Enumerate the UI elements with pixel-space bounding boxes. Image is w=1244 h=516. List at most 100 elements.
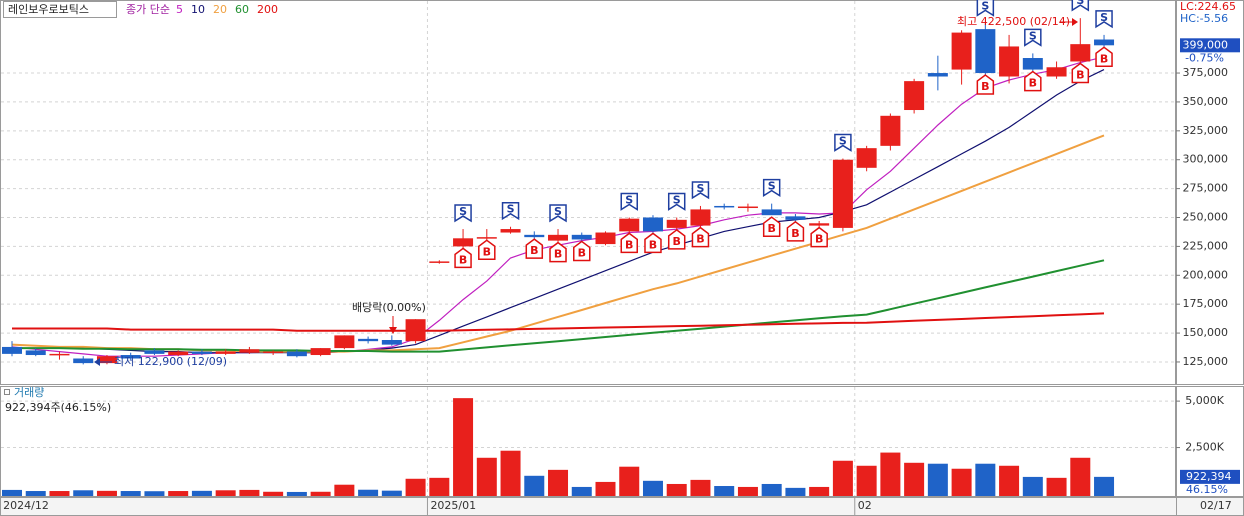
volume-bar xyxy=(25,491,46,496)
low-annotation: 최저 122,900 (12/09) xyxy=(114,355,227,368)
candle-body xyxy=(666,219,687,228)
buy-signal xyxy=(786,220,805,242)
low-arrow-head xyxy=(94,358,100,366)
volume-bar xyxy=(2,489,22,496)
candle-body xyxy=(381,340,402,345)
sell-signal-label: S xyxy=(981,0,989,12)
stock-name-box[interactable] xyxy=(3,1,117,18)
y-tick-label: 5,000K xyxy=(1185,394,1224,407)
sell-signal-label: S xyxy=(625,194,633,207)
volume-bar xyxy=(500,450,521,496)
volume-bar xyxy=(1070,457,1091,496)
sell-signal xyxy=(1095,10,1113,29)
sell-signal xyxy=(976,0,995,17)
candle-body xyxy=(927,73,948,77)
sell-signal-label: S xyxy=(459,205,467,218)
last-volume-label: 922,394 xyxy=(1186,470,1232,483)
candle-body xyxy=(334,335,355,349)
stock-name[interactable]: 레인보우로보틱스 xyxy=(8,3,89,16)
buy-signal-label: B xyxy=(530,244,538,257)
y-tick-label: 350,000 xyxy=(1183,95,1229,108)
buy-signal-label: B xyxy=(815,233,823,246)
last-price-box xyxy=(1180,38,1240,53)
x-tick-label: 2025/01 xyxy=(430,499,476,512)
legend-label: 5 xyxy=(176,3,183,16)
volume-bar xyxy=(951,468,972,496)
candle-body xyxy=(737,206,758,209)
candle-body xyxy=(2,346,22,354)
candle-body xyxy=(524,234,545,238)
volume-bar xyxy=(239,489,260,496)
candle-layer xyxy=(2,18,1115,365)
candle-body xyxy=(856,148,877,168)
y-tick-label: 250,000 xyxy=(1183,211,1229,224)
price-panel xyxy=(0,0,1176,385)
volume-panel xyxy=(0,386,1176,497)
y-tick-label: 150,000 xyxy=(1183,326,1229,339)
volume-bar xyxy=(880,452,901,496)
buy-signal-label: B xyxy=(459,253,467,266)
candle-body xyxy=(453,238,474,247)
volume-bar xyxy=(263,491,284,496)
candle-body xyxy=(405,319,426,342)
volume-bar xyxy=(714,486,735,496)
candle-body xyxy=(191,351,212,354)
buy-signal-label: B xyxy=(673,235,681,248)
candle-body xyxy=(1070,44,1091,62)
volume-bar xyxy=(191,490,212,496)
candle-body xyxy=(642,217,663,232)
sell-signal-label: S xyxy=(839,135,847,148)
sell-signal xyxy=(691,181,710,200)
text-layer: 레인보우로보틱스 종가 단순 LC:224.65 HC:-5.56 최고 422… xyxy=(3,0,1240,512)
high-annotation: 최고 422,500 (02/14) xyxy=(957,15,1070,28)
y-tick-label: 375,000 xyxy=(1183,66,1229,79)
buy-signal xyxy=(620,232,638,254)
volume-bar xyxy=(1046,477,1067,496)
y-tick-label: 275,000 xyxy=(1183,182,1229,195)
change-label: -0.75% xyxy=(1185,51,1224,64)
candle-body xyxy=(714,205,735,208)
volume-bar xyxy=(975,463,996,496)
y-tick-label: 225,000 xyxy=(1183,239,1229,252)
volume-bar xyxy=(571,486,592,496)
volume-bar xyxy=(809,486,830,496)
volume-bar xyxy=(856,465,877,496)
candle-body xyxy=(761,209,782,216)
legend-label: 10 xyxy=(191,3,205,16)
volume-bar xyxy=(215,490,236,496)
buy-signal-label: B xyxy=(578,246,586,259)
sell-signal-label: S xyxy=(768,180,776,193)
dividend-arrow-head xyxy=(389,327,397,334)
sell-signal-label: S xyxy=(696,182,704,195)
volume-bar xyxy=(381,490,402,496)
volume-bar xyxy=(144,491,165,496)
volume-bar xyxy=(168,491,189,496)
candle-body xyxy=(832,159,853,228)
y-tick-label: 175,000 xyxy=(1183,297,1229,310)
buy-signal-label: B xyxy=(1100,52,1108,65)
volume-bar xyxy=(832,460,853,496)
buy-signal-label: B xyxy=(1029,77,1037,90)
candle-body xyxy=(595,232,616,245)
legend-label: 60 xyxy=(235,3,249,16)
buy-signal-label: B xyxy=(696,233,704,246)
sell-signal-label: S xyxy=(507,203,515,216)
high-arrow-head xyxy=(1072,18,1078,26)
candle-body xyxy=(690,209,711,226)
buy-signal xyxy=(667,228,686,250)
buy-signal xyxy=(810,226,828,248)
volume-bar xyxy=(737,486,758,496)
candle-body xyxy=(785,216,806,220)
volume-bar xyxy=(96,490,117,496)
candle-body xyxy=(476,237,497,239)
buy-signal-label: B xyxy=(791,227,799,240)
date-axis-panel xyxy=(0,497,1244,516)
volume-bar xyxy=(1094,476,1115,496)
candle-body xyxy=(239,349,260,353)
candle-body xyxy=(120,355,141,359)
volume-bar xyxy=(286,491,307,496)
volume-bar xyxy=(666,483,687,496)
candle-body xyxy=(310,348,331,356)
volume-bar xyxy=(595,481,616,496)
